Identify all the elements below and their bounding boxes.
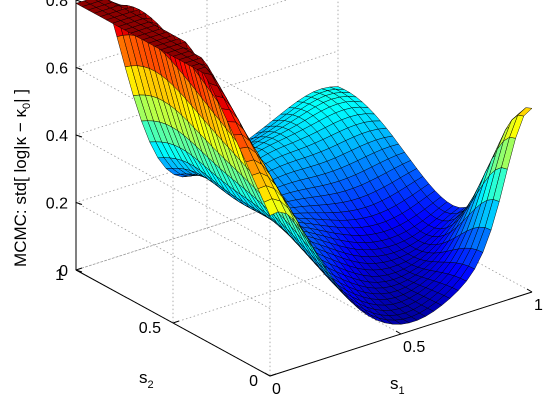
z-tick-3 (75, 67, 83, 70)
x-tick-label-0: 0 (272, 381, 281, 398)
y-tick-label-1: 0.5 (139, 320, 161, 337)
y-tick-0 (269, 373, 277, 377)
x-tick-2 (526, 288, 533, 293)
z-tick-label-4: 0.8 (46, 0, 68, 10)
z-label-kappa-2: κ (11, 109, 30, 118)
z-tick-label-3: 0.6 (46, 61, 68, 78)
x-tick-label-2: 1 (534, 297, 543, 314)
z-tick-label-0: 0 (59, 263, 68, 280)
z-tick-2 (75, 134, 83, 138)
z-label-part-end: | ] (11, 89, 30, 103)
x-gridline-1 (206, 0, 402, 335)
z-label-kappa-1: κ (11, 136, 30, 145)
y-axis-label: s2 (139, 368, 154, 391)
y-label-subscript: 2 (148, 379, 154, 391)
x-tick-1 (395, 330, 402, 335)
surface-plot (75, 0, 533, 325)
x-label-subscript: 1 (399, 385, 405, 397)
x-tick-0 (264, 372, 271, 377)
z-tick-label-2: 0.4 (46, 128, 68, 145)
y-tick-1 (172, 320, 180, 324)
x-label-s: s (390, 374, 399, 393)
z-axis-label: MCMC: std[ log|κ − κ0| ] (11, 89, 33, 267)
y-tick-label-2: 1 (55, 267, 64, 284)
z-tick-0 (75, 269, 83, 273)
y-label-s: s (139, 368, 148, 387)
x-tick-label-1: 0.5 (403, 339, 425, 356)
z-tick-1 (75, 202, 83, 205)
z-label-subscript-0: 0 (21, 103, 33, 109)
x-axis-label: s1 (390, 374, 405, 397)
z-label-minus: − (11, 118, 30, 137)
y-tick-2 (75, 267, 83, 271)
surface-facet-31-0 (517, 107, 533, 117)
z-label-part-1: MCMC: std[ log| (11, 145, 30, 267)
y-tick-label-0: 0 (249, 373, 258, 390)
z-tick-label-1: 0.2 (46, 196, 68, 213)
